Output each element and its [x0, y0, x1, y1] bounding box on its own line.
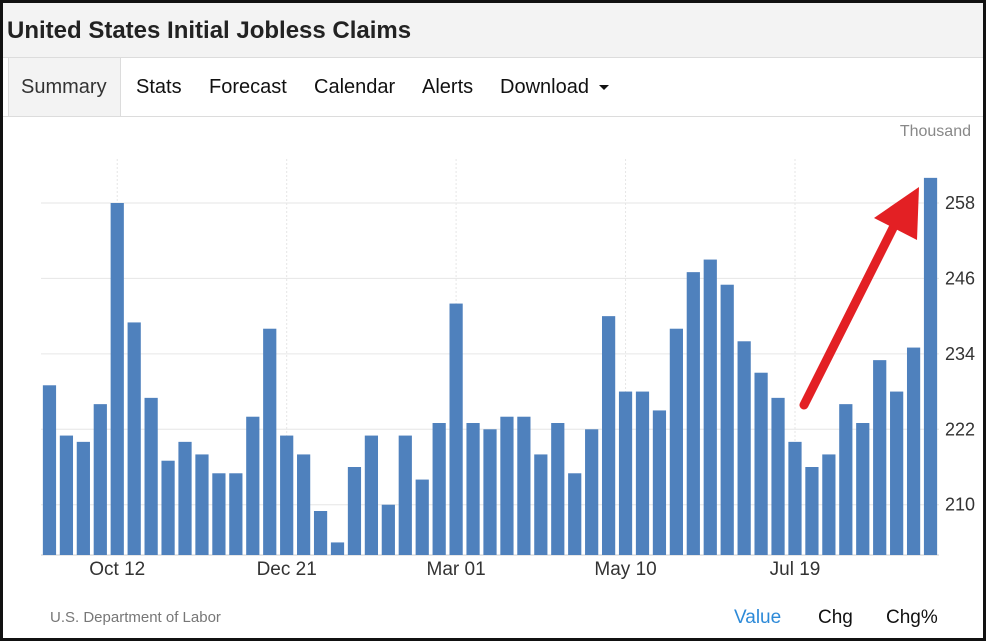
bar: [754, 372, 768, 555]
bar: [568, 473, 582, 555]
tab-download-label: Download: [500, 76, 589, 98]
source-label: U.S. Department of Labor: [50, 609, 221, 626]
bar: [601, 316, 616, 555]
x-tick-label: Oct 12: [89, 559, 145, 580]
chg-mode-link[interactable]: Chg: [818, 607, 853, 628]
bar: [280, 435, 294, 555]
bar: [144, 397, 158, 555]
bar: [822, 454, 836, 555]
unit-label: Thousand: [899, 123, 971, 140]
arrow-shaft: [799, 223, 898, 410]
tab-calendar[interactable]: Calendar: [314, 76, 396, 98]
bar: [398, 435, 412, 555]
bar: [432, 423, 446, 555]
y-tick-label: 234: [945, 344, 975, 364]
bar: [906, 347, 921, 555]
x-axis-ticks: Oct 12 Dec 21 Mar 01 May 10 Jul 19: [89, 559, 820, 580]
y-tick-label: 222: [945, 419, 975, 439]
title-bar: United States Initial Jobless Claims: [3, 3, 983, 58]
bar: [246, 416, 260, 555]
value-mode-link[interactable]: Value: [734, 607, 782, 628]
bar: [923, 177, 938, 555]
bar: [59, 435, 74, 555]
bar: [229, 473, 243, 555]
annotation-arrow: [799, 187, 919, 410]
tab-bar: Summary Stats Forecast Calendar Alerts D…: [3, 58, 983, 117]
bar: [720, 284, 734, 555]
tab-alerts[interactable]: Alerts: [422, 76, 474, 98]
y-tick-label: 246: [945, 268, 975, 288]
tab-download[interactable]: Download: [500, 58, 609, 116]
bar: [313, 511, 328, 555]
arrow-head: [874, 187, 919, 240]
bar: [415, 479, 429, 555]
x-tick-label: May 10: [594, 559, 656, 580]
tab-forecast[interactable]: Forecast: [209, 76, 287, 98]
bar: [652, 410, 667, 555]
bar: [263, 328, 277, 555]
bar: [364, 435, 379, 555]
bar: [212, 473, 226, 555]
bar: [585, 429, 599, 555]
bar: [737, 341, 751, 555]
bar: [635, 391, 650, 555]
bar: [669, 328, 683, 555]
bar: [788, 441, 802, 555]
bar: [500, 416, 514, 555]
bar-chart: 210 222 234 246 258 Oct 12 Dec 21 Mar 01 May 10…: [41, 159, 975, 580]
bar: [856, 423, 870, 555]
bar: [466, 423, 480, 555]
tab-summary[interactable]: Summary: [8, 58, 121, 116]
bar: [76, 441, 90, 555]
chevron-down-icon: [598, 85, 609, 91]
bar: [297, 454, 311, 555]
bar: [686, 272, 700, 555]
chg-percent-mode-link[interactable]: Chg%: [886, 607, 938, 628]
bar: [178, 441, 192, 555]
page-title: United States Initial Jobless Claims: [7, 17, 412, 44]
bar: [161, 460, 175, 555]
bar: [483, 429, 497, 555]
bar: [195, 454, 209, 555]
x-tick-label: Dec 21: [257, 559, 317, 580]
y-tick-label: 258: [945, 193, 975, 213]
tab-stats[interactable]: Stats: [136, 76, 182, 98]
bar: [381, 504, 395, 555]
x-tick-label: Jul 19: [770, 559, 821, 580]
bar: [534, 454, 548, 555]
bar: [330, 542, 345, 555]
bar: [805, 467, 819, 555]
bar: [347, 467, 362, 555]
x-tick-label: Mar 01: [427, 559, 486, 580]
bar: [42, 385, 57, 555]
y-tick-label: 210: [945, 495, 975, 515]
bar: [703, 259, 717, 555]
bar-layer: [42, 177, 938, 555]
bar: [127, 322, 141, 555]
bar: [449, 303, 463, 555]
bar: [618, 391, 633, 555]
bar: [890, 391, 904, 555]
bar: [93, 404, 107, 555]
bar: [873, 360, 887, 555]
bar: [551, 423, 565, 555]
bar: [771, 397, 785, 555]
y-axis-ticks: 210 222 234 246 258: [945, 193, 975, 515]
bar: [839, 404, 853, 555]
bar: [517, 416, 531, 555]
bar: [110, 203, 124, 555]
